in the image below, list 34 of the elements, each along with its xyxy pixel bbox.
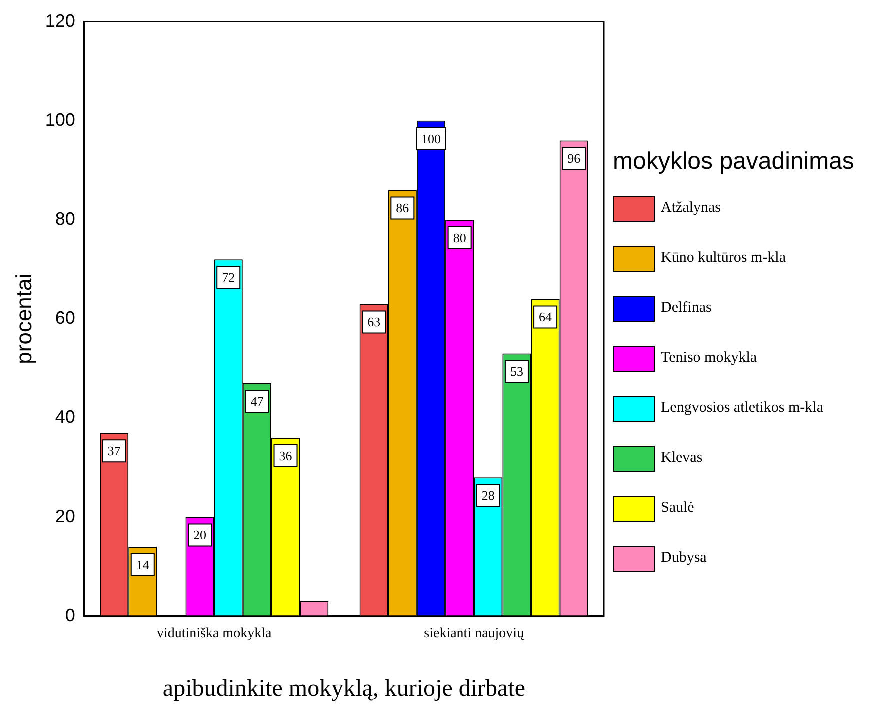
y-tick-label: 40 [55, 407, 76, 428]
y-tick-label: 120 [45, 10, 76, 31]
data-label: 53 [510, 364, 524, 380]
y-tick-label: 0 [65, 605, 76, 626]
legend-label: Atžalynas [661, 199, 722, 218]
data-label: 28 [482, 488, 495, 504]
data-label: 63 [368, 314, 381, 330]
x-tick-label: vidutiniška mokykla [156, 626, 272, 642]
data-label: 47 [250, 394, 264, 409]
legend-title: mokyklos pavadinimas [613, 148, 856, 176]
data-label: 80 [453, 230, 466, 246]
data-label: 100 [421, 131, 441, 146]
y-tick-label: 20 [55, 506, 76, 526]
y-tick-label: 60 [55, 308, 76, 328]
data-label: 36 [279, 448, 293, 464]
data-label: 72 [222, 270, 236, 286]
data-label: 96 [568, 151, 582, 166]
data-label: 86 [396, 200, 410, 216]
x-tick-label: siekianti naujovių [424, 626, 524, 642]
legend-label: Klevas [661, 449, 704, 468]
legend-label: Kūno kultūros m-kla [661, 249, 787, 268]
legend-label: Dubysa [661, 549, 708, 568]
x-axis-title: apibudinkite mokyklą, kurioje dirbate [162, 676, 526, 702]
legend-label: Saulė [661, 499, 696, 518]
legend-label: Delfinas [661, 299, 713, 318]
legend-label: Lengvosios atletikos m-kla [661, 399, 824, 418]
data-label: 37 [108, 443, 122, 458]
y-axis-title: procentai [11, 274, 36, 364]
data-label: 20 [194, 528, 207, 543]
data-label: 64 [539, 310, 553, 325]
legend-label: Teniso mokykla [661, 349, 758, 368]
data-label: 14 [136, 557, 150, 572]
y-tick-label: 80 [55, 208, 76, 229]
y-tick-label: 100 [45, 110, 76, 130]
